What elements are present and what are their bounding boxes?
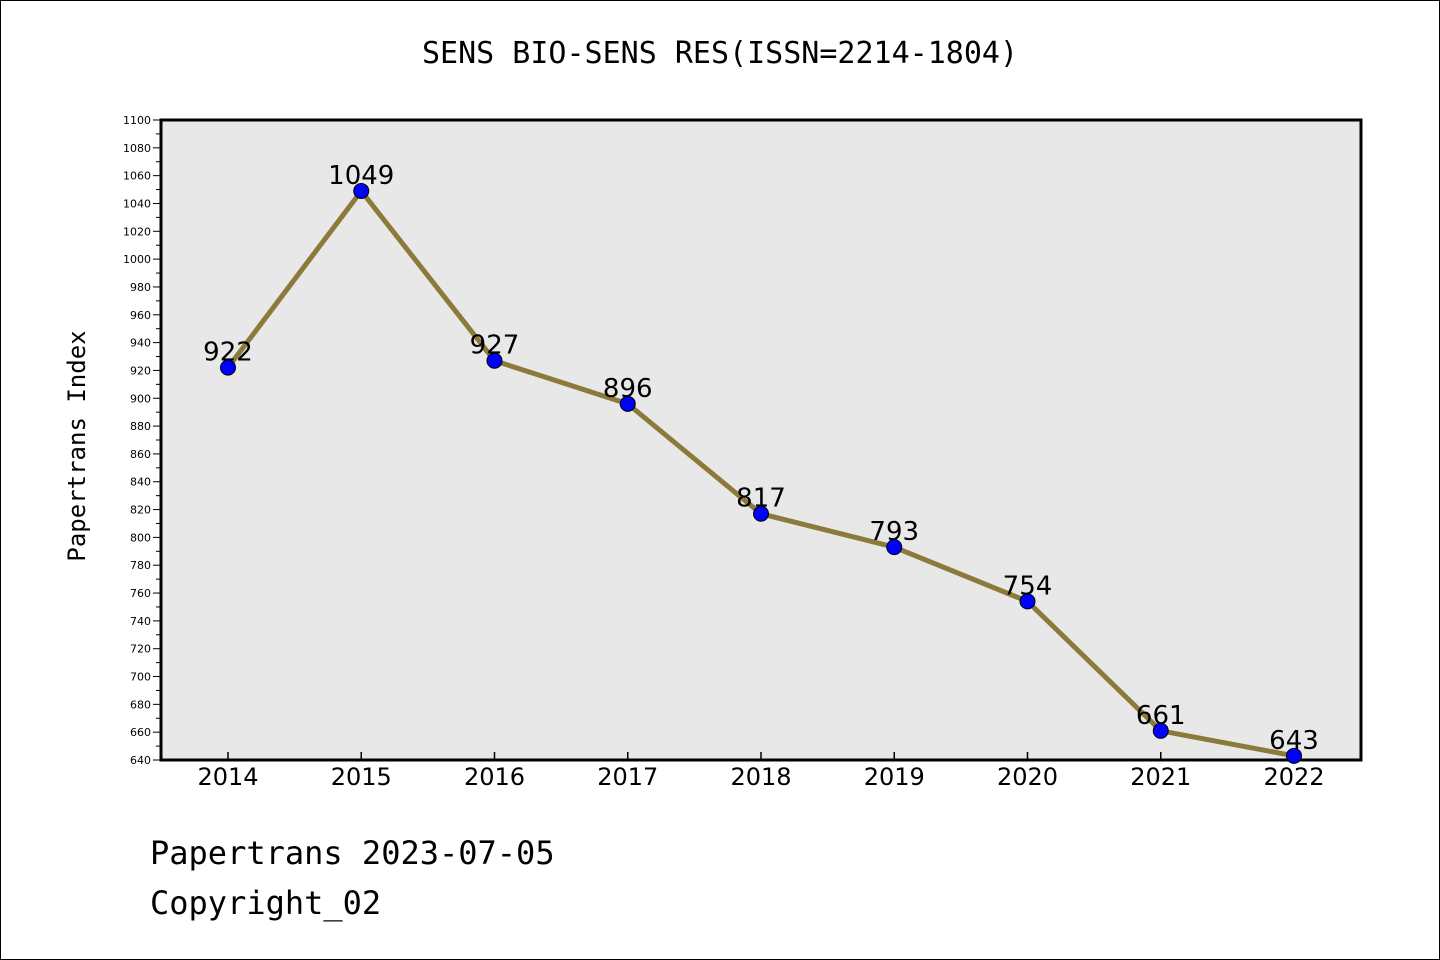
x-tick-label: 2014: [197, 763, 258, 791]
y-tick-label: 780: [130, 559, 151, 572]
x-tick-label: 2021: [1130, 763, 1191, 791]
x-tick-label: 2022: [1263, 763, 1324, 791]
y-tick-label: 960: [130, 309, 151, 322]
y-tick-label: 820: [130, 504, 151, 517]
y-axis: 640 660 680 700 720 740 760 780 800 820 840 860 880 9…: [123, 114, 161, 767]
y-tick-label: 640: [130, 754, 151, 767]
y-tick-label: 660: [130, 726, 151, 739]
data-label: 754: [1003, 571, 1053, 601]
y-tick-label: 1080: [123, 142, 151, 155]
data-label: 661: [1136, 701, 1186, 731]
data-point: [1019, 593, 1036, 610]
data-label: 643: [1269, 726, 1319, 756]
y-tick-label: 700: [130, 671, 151, 684]
footer-copyright: Copyright_02: [150, 884, 382, 922]
plot-area: [159, 118, 1363, 762]
y-tick-label: 1000: [123, 253, 151, 266]
data-label: 927: [470, 331, 520, 361]
x-tick-label: 2016: [464, 763, 525, 791]
data-label: 1049: [328, 161, 394, 191]
y-tick-label: 940: [130, 337, 151, 350]
y-tick-label: 1100: [123, 114, 151, 127]
data-point: [753, 505, 769, 522]
y-tick-label: 1040: [123, 197, 151, 210]
data-point: [220, 359, 236, 376]
x-tick-label: 2017: [597, 763, 658, 791]
x-tick-label: 2018: [730, 763, 791, 791]
y-tick-label: 800: [130, 531, 151, 544]
data-point: [1152, 722, 1169, 739]
y-tick-label: 1020: [123, 225, 151, 238]
x-tick-label: 2020: [997, 763, 1058, 791]
data-label: 922: [203, 338, 253, 368]
data-label: 896: [603, 374, 653, 404]
data-label: 793: [869, 517, 919, 547]
data-point: [619, 395, 636, 412]
y-tick-label: 1060: [123, 170, 151, 183]
y-tick-label: 720: [130, 643, 151, 656]
data-point: [353, 182, 370, 199]
y-tick-label: 920: [130, 364, 151, 377]
data-point: [886, 539, 903, 556]
y-tick-label: 840: [130, 476, 151, 489]
footer-date: Papertrans 2023-07-05: [150, 834, 555, 872]
y-axis-label: Papertrans Index: [63, 330, 91, 561]
data-point: [486, 352, 503, 369]
x-tick-label: 2019: [864, 763, 925, 791]
y-tick-label: 680: [130, 698, 151, 711]
data-point: [1286, 747, 1302, 764]
data-points: [220, 182, 1302, 764]
y-tick-label: 980: [130, 281, 151, 294]
chart-title: SENS BIO-SENS RES(ISSN=2214-1804): [421, 36, 1019, 71]
data-labels: 922 1049 927 896 817 793 754 661 643: [203, 161, 1319, 756]
y-tick-label: 880: [130, 420, 151, 433]
y-tick-label: 900: [130, 392, 151, 405]
y-tick-label: 740: [130, 615, 151, 628]
x-tick-label: 2015: [331, 763, 392, 791]
y-tick-label: 760: [130, 587, 151, 600]
data-label: 817: [736, 484, 786, 514]
y-tick-label: 860: [130, 448, 151, 461]
x-axis: 2014 2015 2016 2017 2018 2019 2020 2021 2022: [197, 752, 1325, 791]
